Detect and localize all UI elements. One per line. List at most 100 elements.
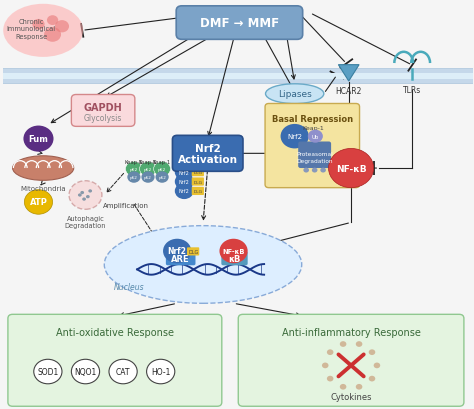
Text: Anti-inflammatory Response: Anti-inflammatory Response xyxy=(282,327,420,337)
Text: CAT: CAT xyxy=(116,367,130,376)
Text: HO-1: HO-1 xyxy=(151,367,170,376)
FancyBboxPatch shape xyxy=(176,7,303,40)
Text: GAPDH: GAPDH xyxy=(84,103,122,112)
Circle shape xyxy=(34,360,62,384)
Text: Fum: Fum xyxy=(28,135,48,144)
Text: ATP: ATP xyxy=(29,198,47,207)
Circle shape xyxy=(175,183,193,200)
Text: Autophagic
Degradation: Autophagic Degradation xyxy=(65,215,106,228)
Ellipse shape xyxy=(3,5,83,58)
Circle shape xyxy=(312,168,318,173)
Circle shape xyxy=(327,349,333,355)
Text: Basal Repression: Basal Repression xyxy=(272,115,353,124)
FancyBboxPatch shape xyxy=(0,69,474,84)
Text: Nrf2: Nrf2 xyxy=(179,189,190,194)
Circle shape xyxy=(219,239,247,264)
Text: DLG: DLG xyxy=(188,249,198,254)
Text: Nrf2
Activation: Nrf2 Activation xyxy=(178,143,237,165)
Circle shape xyxy=(88,190,92,193)
Circle shape xyxy=(55,21,69,33)
FancyBboxPatch shape xyxy=(221,252,247,265)
Circle shape xyxy=(175,174,193,190)
Text: p62: p62 xyxy=(144,175,152,180)
Circle shape xyxy=(281,125,309,149)
Text: Nucleus: Nucleus xyxy=(114,282,145,291)
Circle shape xyxy=(47,16,58,26)
Circle shape xyxy=(303,168,309,173)
Text: SOD1: SOD1 xyxy=(37,367,58,376)
Circle shape xyxy=(356,342,362,347)
Text: Keap-1: Keap-1 xyxy=(125,160,143,164)
Circle shape xyxy=(24,190,53,215)
Circle shape xyxy=(154,162,171,177)
Circle shape xyxy=(128,172,140,183)
Circle shape xyxy=(78,194,82,197)
Circle shape xyxy=(340,384,346,390)
Circle shape xyxy=(86,196,90,199)
Circle shape xyxy=(163,239,191,264)
Text: Nrf2: Nrf2 xyxy=(287,134,302,140)
Circle shape xyxy=(175,164,193,181)
FancyBboxPatch shape xyxy=(173,136,243,172)
Text: κB: κB xyxy=(228,254,241,263)
Text: Cytokines: Cytokines xyxy=(330,392,372,401)
Circle shape xyxy=(308,130,323,144)
Ellipse shape xyxy=(13,156,74,181)
Circle shape xyxy=(328,149,374,188)
Text: Amplification: Amplification xyxy=(102,202,148,208)
Circle shape xyxy=(109,360,137,384)
Text: NF-κB: NF-κB xyxy=(222,248,245,254)
Circle shape xyxy=(369,349,375,355)
FancyBboxPatch shape xyxy=(187,248,199,256)
Text: Degradation: Degradation xyxy=(296,159,333,164)
Text: DLG: DLG xyxy=(193,189,202,193)
Text: DLG: DLG xyxy=(193,180,202,184)
Circle shape xyxy=(340,342,346,347)
Text: NQO1: NQO1 xyxy=(74,367,97,376)
FancyBboxPatch shape xyxy=(166,252,195,265)
Circle shape xyxy=(32,20,45,30)
Circle shape xyxy=(356,384,362,390)
Text: p62: p62 xyxy=(144,167,152,171)
Text: Chronic
Immunological
Response: Chronic Immunological Response xyxy=(7,19,56,40)
Circle shape xyxy=(374,363,380,369)
Circle shape xyxy=(23,126,54,152)
FancyBboxPatch shape xyxy=(191,169,204,177)
Circle shape xyxy=(146,360,175,384)
FancyBboxPatch shape xyxy=(8,315,222,406)
FancyBboxPatch shape xyxy=(238,315,464,406)
Circle shape xyxy=(139,162,156,177)
Circle shape xyxy=(126,162,142,177)
Text: NF-κB: NF-κB xyxy=(336,164,366,173)
FancyBboxPatch shape xyxy=(0,74,474,79)
Circle shape xyxy=(155,172,169,183)
Circle shape xyxy=(322,363,328,369)
Circle shape xyxy=(80,191,84,195)
Text: Proteasomal: Proteasomal xyxy=(296,152,333,157)
FancyBboxPatch shape xyxy=(72,95,135,127)
Text: Keap-1: Keap-1 xyxy=(302,126,324,131)
Text: Glycolysis: Glycolysis xyxy=(84,114,122,123)
Text: Keap-1: Keap-1 xyxy=(153,160,171,164)
Ellipse shape xyxy=(104,226,302,303)
Text: ARE: ARE xyxy=(171,254,190,263)
FancyBboxPatch shape xyxy=(191,178,204,186)
Text: Keap-1: Keap-1 xyxy=(139,160,157,164)
Text: Anti-oxidative Response: Anti-oxidative Response xyxy=(56,327,174,337)
Text: Nrf2: Nrf2 xyxy=(179,170,190,175)
Circle shape xyxy=(141,172,155,183)
Circle shape xyxy=(369,376,375,382)
FancyBboxPatch shape xyxy=(298,142,331,169)
Text: DMF → MMF: DMF → MMF xyxy=(200,17,279,30)
Text: p62: p62 xyxy=(130,175,138,180)
Circle shape xyxy=(69,181,102,210)
Text: DLG: DLG xyxy=(193,171,202,175)
Text: Ub: Ub xyxy=(312,134,319,139)
Text: HCAR2: HCAR2 xyxy=(336,87,362,96)
Text: Nrf2: Nrf2 xyxy=(168,247,187,256)
Text: Mitochondria: Mitochondria xyxy=(20,185,66,191)
Circle shape xyxy=(82,198,86,201)
FancyBboxPatch shape xyxy=(191,187,204,196)
Text: Nrf2: Nrf2 xyxy=(179,180,190,184)
Text: p62: p62 xyxy=(158,167,166,171)
